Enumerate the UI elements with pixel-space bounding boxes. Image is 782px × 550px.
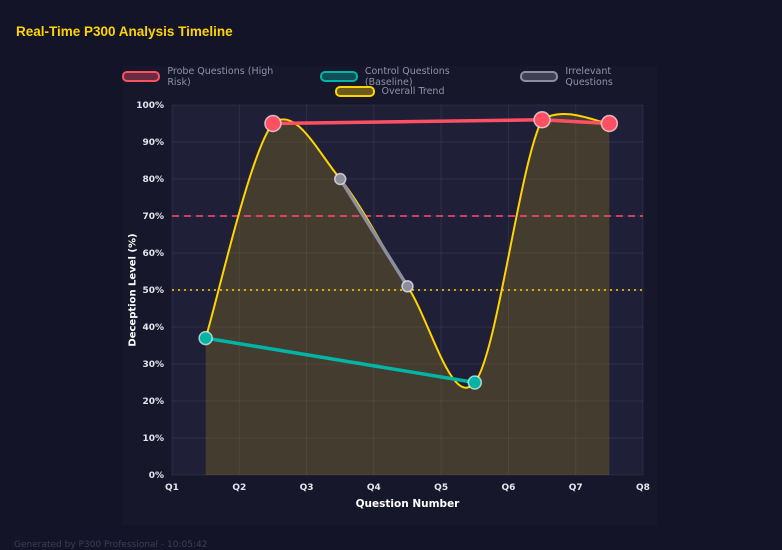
y-tick-label: 100% — [136, 101, 164, 111]
y-tick-label: 60% — [142, 249, 164, 259]
x-tick-label: Q8 — [636, 483, 650, 493]
footer-note: Generated by P300 Professional - 10:05:4… — [14, 540, 208, 550]
x-tick-label: Q7 — [569, 483, 583, 493]
legend-item-control[interactable]: Control Questions (Baseline) — [319, 65, 495, 88]
x-tick-label: Q5 — [434, 483, 448, 493]
y-tick-label: 80% — [142, 175, 164, 185]
x-axis-title: Question Number — [355, 498, 460, 510]
page-title: Real-Time P300 Analysis Timeline — [16, 24, 233, 39]
legend-row-2: Overall Trend — [122, 84, 657, 99]
chart-panel: Probe Questions (High Risk) Control Ques… — [122, 66, 657, 525]
x-tick-label: Q4 — [367, 483, 381, 493]
y-tick-label: 0% — [149, 471, 164, 481]
chart-area: Deception Level (%) 0% 10% 20% 30% 40% 50% 60%… — [122, 99, 657, 510]
legend-label-irrelevant: Irrelevant Questions — [565, 65, 613, 88]
series-line-1 — [203, 336, 477, 385]
data-point[interactable] — [198, 330, 213, 346]
legend-swatch-probe — [122, 71, 161, 82]
y-tick-label: 90% — [142, 138, 164, 148]
legend-item-trend[interactable]: Overall Trend — [334, 86, 445, 97]
legend-label-probe: Probe Questions (High Risk) — [167, 65, 274, 88]
y-tick-label: 20% — [142, 397, 164, 407]
chart-legend: Probe Questions (High Risk) Control Ques… — [122, 66, 657, 99]
data-point[interactable] — [333, 172, 347, 186]
legend-swatch-control — [319, 71, 358, 82]
trend-area-fill — [205, 113, 610, 475]
legend-row-1: Probe Questions (High Risk) Control Ques… — [122, 66, 657, 88]
data-point[interactable] — [401, 280, 414, 293]
legend-item-probe[interactable]: Probe Questions (High Risk) — [122, 66, 294, 88]
x-tick-label: Q3 — [300, 483, 314, 493]
legend-label-trend: Overall Trend — [381, 86, 445, 97]
y-tick-label: 70% — [142, 212, 164, 222]
x-tick-label: Q1 — [165, 483, 179, 493]
y-axis-title: Deception Level (%) — [127, 233, 139, 347]
series-line-2 — [338, 177, 410, 289]
p300-timeline-chart[interactable]: 0% 10% 20% 30% 40% 50% 60% 70% 80% 90% 100% Q1 Q2 Q3 Q… — [122, 99, 657, 497]
legend-swatch-irrelevant — [520, 71, 559, 82]
y-tick-label: 10% — [142, 434, 164, 444]
data-point[interactable] — [600, 114, 619, 133]
y-tick-label: 40% — [142, 323, 164, 333]
y-tick-label: 50% — [142, 286, 164, 296]
legend-item-irrelevant[interactable]: Irrelevant Questions — [520, 66, 657, 88]
x-tick-label: Q6 — [501, 483, 515, 493]
y-tick-label: 30% — [142, 360, 164, 370]
x-tick-label: Q2 — [232, 483, 246, 493]
legend-label-control: Control Questions (Baseline) — [364, 65, 450, 88]
data-point[interactable] — [467, 375, 483, 390]
data-point[interactable] — [264, 114, 282, 133]
legend-swatch-trend — [334, 86, 375, 97]
data-point[interactable] — [533, 111, 551, 129]
